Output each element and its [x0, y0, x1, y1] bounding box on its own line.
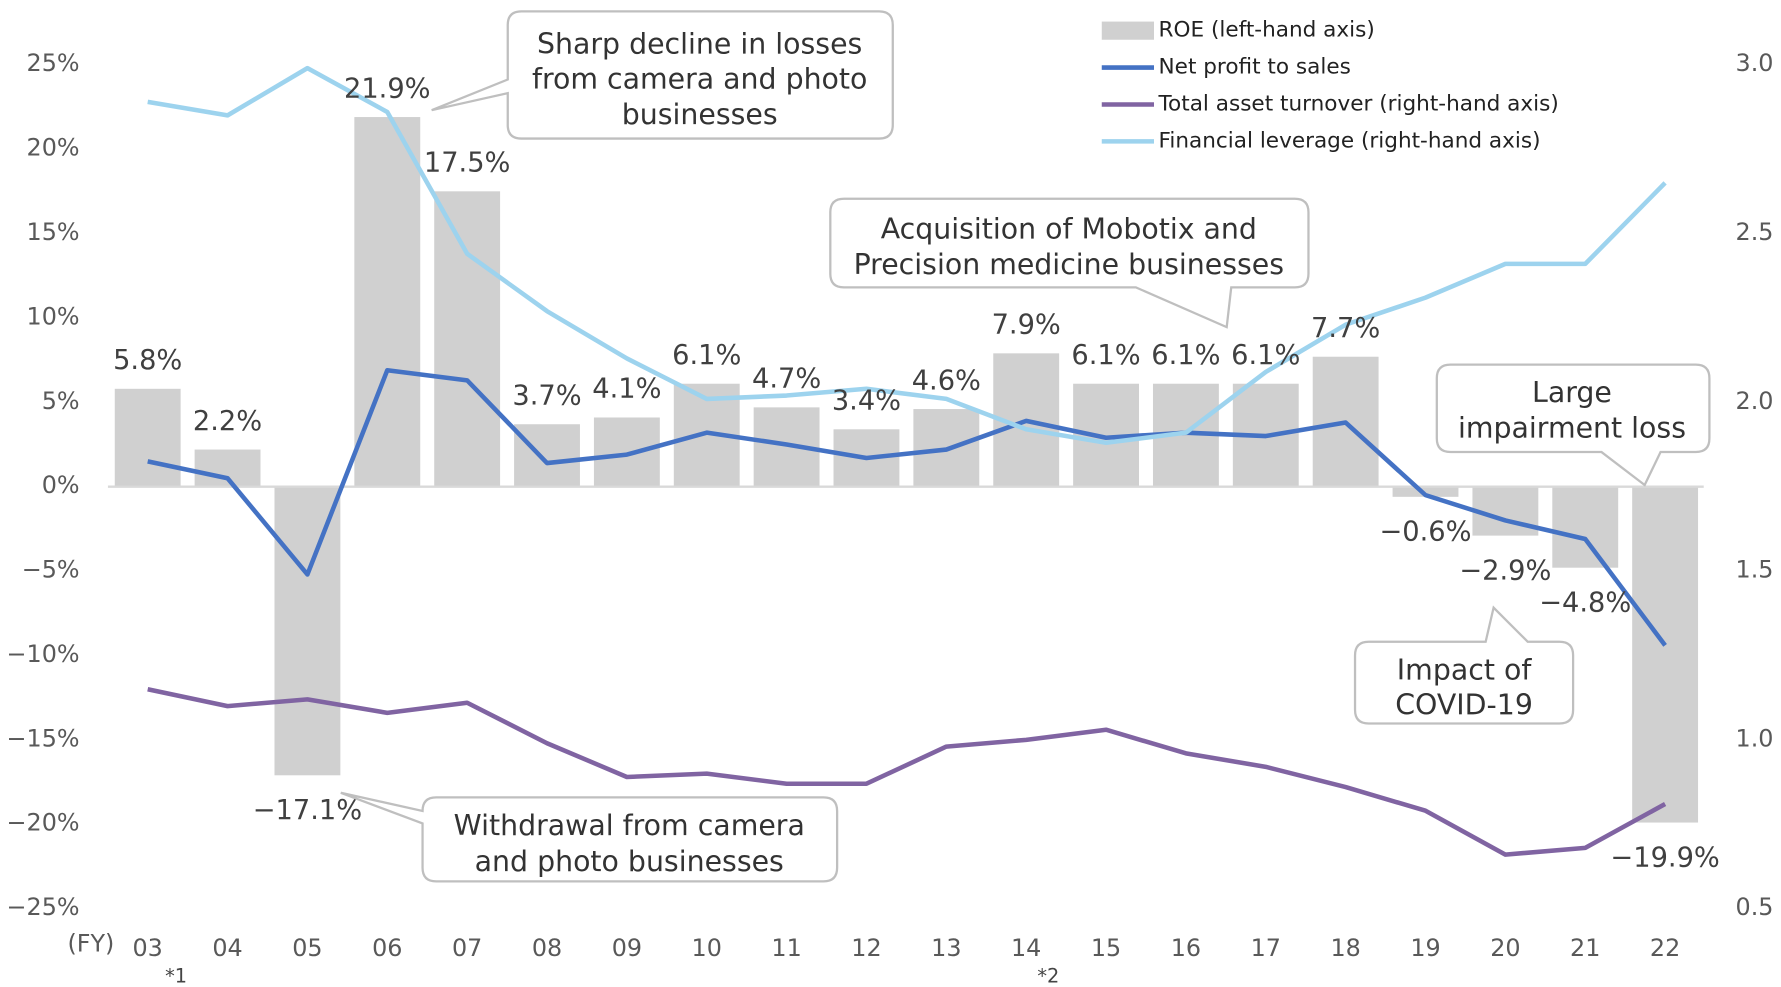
x-tick-label: 20	[1490, 934, 1520, 962]
y-tick-label: 25%	[27, 49, 80, 77]
data-label: 4.7%	[752, 364, 821, 395]
x-tick-label: 11	[771, 934, 801, 962]
y-tick-label: 15%	[27, 218, 80, 246]
bar	[514, 424, 580, 487]
callout-text: from camera and photo	[532, 63, 867, 96]
callout-text: COVID-19	[1395, 688, 1533, 721]
data-label: 3.7%	[512, 380, 581, 411]
y2-tick-label: 1.5	[1736, 556, 1774, 584]
x-tick-label: 21	[1570, 934, 1600, 962]
x-tick-label: 19	[1410, 934, 1440, 962]
data-label: 6.1%	[672, 340, 741, 371]
callout-text: Impact of	[1397, 653, 1533, 686]
y2-tick-label: 1.0	[1736, 724, 1774, 752]
callouts: Sharp decline in losses from camera and …	[340, 10, 1711, 883]
x-tick-label: 03	[133, 934, 163, 962]
x-tick-label: 22	[1650, 934, 1680, 962]
footnote-marker: *2	[1037, 964, 1059, 987]
plot-area: 25% 20% 15% 10% 5% 0% −5% −10% −15% −20% −25% 3.0 2.…	[7, 49, 1774, 962]
bar	[1632, 486, 1699, 823]
data-label: 4.6%	[912, 365, 981, 396]
legend-label: Net profit to sales	[1159, 55, 1351, 80]
data-label: 21.9%	[344, 73, 431, 104]
callout-box	[829, 197, 1310, 329]
data-label: 7.9%	[992, 310, 1061, 341]
data-label: 6.1%	[1151, 340, 1220, 371]
bar	[1392, 486, 1459, 497]
bar	[593, 417, 660, 487]
bar	[1552, 486, 1619, 568]
callout-box	[1435, 363, 1711, 487]
x-tick-label: 14	[1011, 934, 1041, 962]
x-tick-label: 07	[452, 934, 482, 962]
y2-tick-label: 0.5	[1736, 893, 1774, 921]
y-tick-label: −25%	[7, 893, 80, 921]
y2-tick-label: 2.0	[1736, 387, 1774, 415]
x-tick-label: 17	[1251, 934, 1281, 962]
y2-tick-label: 3.0	[1736, 49, 1774, 77]
data-label: −2.9%	[1459, 555, 1551, 586]
data-label: −17.1%	[253, 795, 362, 826]
callout-text: Sharp decline in losses	[537, 27, 862, 60]
y-tick-label: 10%	[27, 302, 80, 330]
legend-label: Financial leverage (right-hand axis)	[1159, 128, 1541, 153]
y-tick-label: −10%	[7, 640, 80, 668]
x-tick-label: 06	[372, 934, 402, 962]
bar	[274, 486, 341, 776]
x-tick-label: 08	[532, 934, 562, 962]
legend-label: Total asset turnover (right-hand axis)	[1158, 91, 1559, 116]
x-tick-label: 15	[1091, 934, 1121, 962]
callout-text: and photo businesses	[475, 845, 784, 878]
x-tick-label: 18	[1330, 934, 1360, 962]
line-series	[147, 367, 1667, 647]
x-tick-label: 16	[1171, 934, 1201, 962]
line-series	[147, 65, 1667, 446]
y-tick-label: −15%	[7, 724, 80, 752]
data-label: 6.1%	[1071, 340, 1140, 371]
legend: ROE (left-hand axis) Net profit to sales T…	[1101, 18, 1559, 153]
callout-box	[340, 791, 839, 883]
data-label: 6.1%	[1231, 340, 1300, 371]
x-axis-label: (FY)	[67, 929, 114, 957]
y-tick-label: 0%	[42, 471, 80, 499]
data-label: −4.8%	[1539, 588, 1631, 619]
y-tick-label: −20%	[7, 809, 80, 837]
x-tick-label: 04	[212, 934, 242, 962]
callout-box	[431, 10, 894, 140]
bar	[434, 191, 501, 487]
data-label: 2.2%	[193, 406, 262, 437]
y-tick-label: 20%	[27, 134, 80, 162]
data-label: 17.5%	[424, 148, 511, 179]
x-tick-label: 10	[692, 934, 722, 962]
data-label: 7.7%	[1311, 313, 1380, 344]
line-series	[147, 686, 1667, 857]
callout-text: Large	[1532, 376, 1612, 409]
y-tick-label: −5%	[22, 556, 80, 584]
data-label: −0.6%	[1379, 517, 1471, 548]
y2-tick-label: 2.5	[1736, 218, 1774, 246]
callout-text: impairment loss	[1458, 411, 1686, 444]
callout-box	[1353, 605, 1575, 725]
callout-text: businesses	[622, 98, 778, 131]
legend-swatch	[1101, 21, 1155, 40]
data-label: −19.9%	[1610, 842, 1719, 873]
x-tick-label: 05	[292, 934, 322, 962]
x-tick-label: 13	[931, 934, 961, 962]
x-tick-label: 12	[851, 934, 881, 962]
callout-text: Withdrawal from camera	[454, 809, 805, 842]
x-tick-label: 09	[612, 934, 642, 962]
data-label: 4.1%	[592, 374, 661, 405]
data-label: 3.4%	[832, 386, 901, 417]
callout-text: Precision medicine businesses	[854, 248, 1284, 281]
callout-text: Acquisition of Mobotix and	[881, 213, 1257, 246]
y-tick-label: 5%	[42, 387, 80, 415]
bar	[114, 388, 181, 487]
footnote-marker: *1	[165, 964, 187, 987]
legend-label: ROE (left-hand axis)	[1159, 18, 1375, 43]
data-label: 5.8%	[113, 345, 182, 376]
